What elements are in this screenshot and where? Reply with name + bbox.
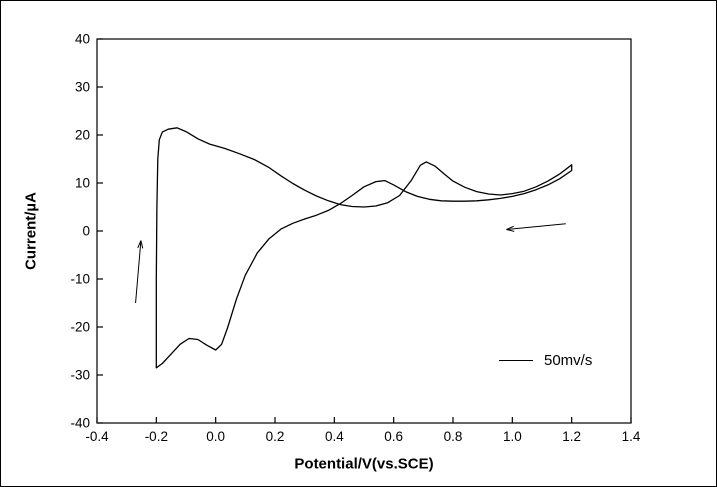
y-axis-label: Current/µA bbox=[22, 192, 40, 270]
x-tick-label: 0.0 bbox=[206, 429, 225, 444]
scan-direction-up-arrow-head bbox=[140, 240, 144, 249]
legend-label: 50mv/s bbox=[544, 352, 593, 369]
y-tick-label: 20 bbox=[75, 128, 90, 143]
y-tick-label: -40 bbox=[70, 416, 90, 431]
x-tick-label: 1.2 bbox=[562, 429, 581, 444]
x-tick-label: 0.4 bbox=[325, 429, 344, 444]
y-tick-label: 40 bbox=[75, 32, 90, 47]
y-tick-label: -30 bbox=[70, 368, 90, 383]
y-tick-label: -20 bbox=[70, 320, 90, 335]
x-tick-label: -0.2 bbox=[145, 429, 168, 444]
y-tick-label: 30 bbox=[75, 80, 90, 95]
x-tick-label: 1.4 bbox=[622, 429, 641, 444]
cv-curve bbox=[155, 127, 573, 369]
scan-direction-up-arrow-head bbox=[137, 240, 142, 249]
scan-direction-left-arrow-head bbox=[506, 225, 514, 231]
legend-line-sample bbox=[499, 360, 533, 361]
legend: 50mv/s bbox=[499, 352, 592, 369]
y-tick-label: -10 bbox=[70, 272, 90, 287]
x-tick-label: -0.4 bbox=[85, 429, 109, 444]
y-tick-label: 0 bbox=[82, 224, 90, 239]
y-tick-label: 10 bbox=[75, 176, 90, 191]
x-axis-label: Potential/V(vs.SCE) bbox=[294, 455, 434, 473]
x-tick-label: 1.0 bbox=[503, 429, 522, 444]
scan-direction-up-arrow bbox=[135, 240, 142, 304]
x-tick-label: 0.2 bbox=[266, 429, 285, 444]
scan-direction-left-arrow bbox=[506, 223, 566, 231]
x-tick-label: 0.8 bbox=[444, 429, 463, 444]
x-tick-label: 0.6 bbox=[384, 429, 403, 444]
scan-direction-left-arrow-head bbox=[506, 229, 515, 232]
